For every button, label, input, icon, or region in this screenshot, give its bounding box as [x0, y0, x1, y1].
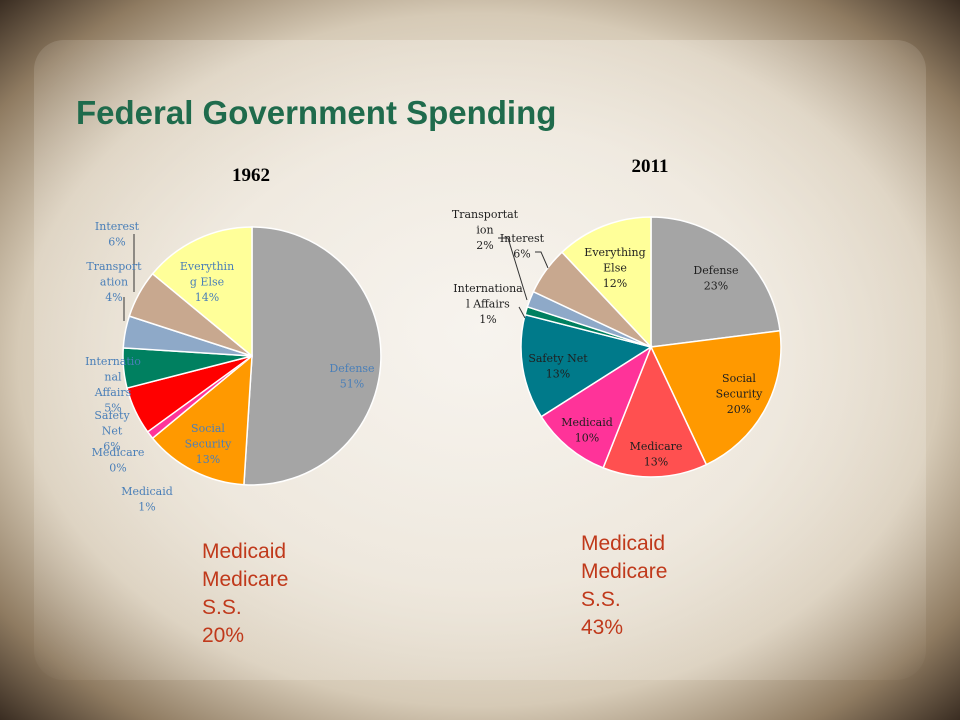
pie-chart-2011: 2011 Defense 23% Social Security 20% Medicare 1…	[452, 156, 782, 478]
pie-1962-label-defense: Defense 51%	[329, 362, 374, 391]
note-1962-line-1: Medicaid	[202, 540, 287, 563]
pie-2011-title: 2011	[632, 156, 669, 177]
pie-1962-slice-defense	[243, 226, 382, 486]
pie-1962-label-medicaid: Medicaid 1%	[121, 485, 173, 514]
pie-1962-label-safety-net: Safety Net 6%	[94, 409, 130, 453]
pie-2011-slice-safety-net	[520, 313, 653, 418]
pie-2011-label-everything-else: Everything Else 12%	[584, 246, 645, 290]
pie-1962-slice-social-security	[151, 354, 253, 486]
note-2011-line-4: 43%	[581, 616, 624, 639]
note-1962-line-3: S.S.	[202, 596, 242, 619]
pie-1962-label-transportation: Transport ation 4%	[86, 260, 142, 304]
note-1962-line-4: 20%	[202, 624, 245, 647]
note-2011-line-2: Medicare	[581, 560, 668, 583]
pie-2011-slice-medicaid	[540, 345, 653, 469]
pie-chart-1962: 1962 Defense 51% Social Security 13% Medicaid 1…	[85, 165, 382, 514]
note-2011-line-1: Medicaid	[581, 532, 666, 555]
pie-1962-label-social-security: Social Security 13%	[185, 422, 232, 466]
pie-2011-label-defense: Defense 23%	[693, 264, 738, 293]
pie-2011-label-medicare: Medicare 13%	[630, 440, 683, 469]
note-1962: Medicaid Medicare S.S. 20%	[202, 538, 288, 650]
pie-2011-slice-social-security	[649, 329, 782, 466]
pie-2011-label-international-affairs: Internationa l Affairs 1%	[453, 282, 523, 326]
pie-2011-label-transportation: Transportat ion 2%	[452, 208, 519, 252]
pie-2011-label-safety-net: Safety Net 13%	[528, 352, 588, 381]
pie-2011-leader-line-interest	[535, 251, 549, 269]
pie-2011-label-medicaid: Medicaid 10%	[561, 416, 613, 445]
pie-2011-slice-medicare	[602, 345, 708, 478]
pie-1962-label-international-affairs: Internatio nal Affairs 5%	[85, 355, 141, 415]
note-2011: Medicaid Medicare S.S. 43%	[581, 530, 667, 642]
pie-2011-label-interest: Interest 6%	[500, 232, 545, 261]
pie-1962-label-medicare: Medicare 0%	[92, 446, 145, 475]
pie-1962-title: 1962	[232, 165, 270, 186]
pie-2011-leader-line-international-affairs	[518, 306, 526, 319]
slide-title: Federal Government Spending	[76, 94, 557, 131]
pie-2011-leader-line-transportation	[498, 237, 528, 301]
note-1962-line-2: Medicare	[202, 568, 289, 591]
note-2011-line-3: S.S.	[581, 588, 621, 611]
pie-2011-slice-defense	[650, 216, 781, 348]
pie-1962-label-everything-else: Everythin g Else 14%	[180, 260, 234, 304]
pie-1962-label-interest: Interest 6%	[95, 220, 140, 249]
pie-2011-label-social-security: Social Security 20%	[716, 372, 763, 416]
pie-1962-slice-everything-else	[151, 226, 253, 358]
pie-2011-slice-everything-else	[560, 216, 652, 349]
